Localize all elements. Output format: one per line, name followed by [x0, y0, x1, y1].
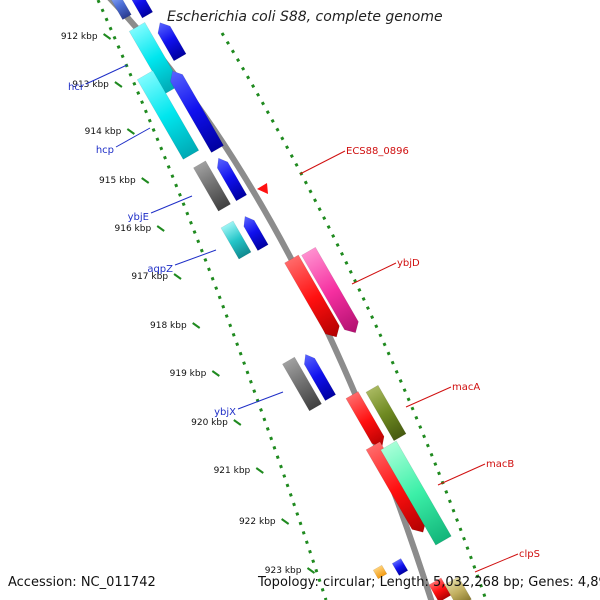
gene-ybjD[interactable]	[301, 246, 363, 336]
gene-label-ecs88-0896[interactable]: ECS88_0896	[346, 146, 409, 157]
leader-line	[405, 386, 452, 408]
kbp-tick	[141, 177, 150, 184]
gene-ECS88_0896[interactable]	[257, 183, 268, 194]
leader-line	[237, 391, 284, 410]
gene-ybjX-blue[interactable]	[300, 351, 337, 401]
kbp-tick-label: 917 kbp	[131, 272, 168, 282]
gene-macA-olive[interactable]	[365, 384, 407, 442]
leader-line	[150, 195, 193, 214]
kbp-tick-label: 922 kbp	[239, 517, 276, 527]
kbp-tick	[173, 273, 182, 280]
gene-ybjX[interactable]	[282, 356, 322, 412]
leader-line	[174, 249, 217, 266]
gene-ybjD-red[interactable]	[284, 254, 344, 341]
gene-label-maca[interactable]: macA	[452, 382, 480, 393]
gene-label-ybje[interactable]: ybjE	[128, 212, 149, 223]
kbp-tick	[192, 322, 201, 329]
gene-label-clps[interactable]: clpS	[519, 549, 540, 560]
leader-line	[474, 553, 519, 573]
inner-dotted-track	[96, 0, 328, 600]
kbp-tick-label: 914 kbp	[85, 127, 122, 137]
gene-aqpZ[interactable]	[220, 220, 252, 260]
gene-label-hcp[interactable]: hcp	[96, 145, 114, 156]
leader-line	[299, 150, 346, 175]
accession-text: Accession: NC_011742	[8, 575, 156, 590]
gene-hcp-blue[interactable]	[166, 68, 224, 153]
label-leader-lines	[85, 64, 519, 573]
gene-ybjE[interactable]	[193, 160, 231, 212]
gene-ybjE-blue[interactable]	[213, 155, 248, 202]
genome-summary-text: Topology: circular; Length: 5,032,268 bp…	[258, 575, 600, 590]
kbp-tick	[211, 370, 220, 377]
leader-line	[351, 262, 397, 285]
gene-features	[108, 0, 472, 600]
gene-label-aqpz[interactable]: aqpZ	[147, 264, 173, 275]
kbp-tick-label: 923 kbp	[265, 566, 302, 576]
gene-label-macb[interactable]: macB	[486, 459, 514, 470]
gene-labels: hcr hcp ybjE aqpZ ybjX ECS88_0896 ybjD macA macB…	[68, 82, 540, 560]
gene-aqpZ-blue[interactable]	[240, 213, 269, 251]
leader-line	[115, 127, 151, 148]
genome-title: Escherichia coli S88, complete genome	[167, 9, 443, 25]
gene-label-ybjx[interactable]: ybjX	[214, 407, 236, 418]
kbp-tick	[156, 225, 165, 232]
kbp-tick	[233, 419, 242, 426]
kbp-tick	[255, 467, 264, 474]
gc-content-tracks	[96, 0, 488, 600]
gene-small-orange[interactable]	[372, 564, 388, 580]
kbp-tick-marks: 912 kbp 913 kbp 914 kbp 915 kbp 916 kbp 917 k…	[61, 32, 316, 576]
kbp-tick-label: 921 kbp	[214, 466, 251, 476]
kbp-tick	[306, 567, 316, 574]
kbp-tick-label: 913 kbp	[72, 80, 109, 90]
gene-hcr-top[interactable]	[108, 0, 132, 20]
kbp-tick	[114, 81, 123, 88]
leader-line	[85, 64, 128, 85]
gene-small-blue[interactable]	[391, 558, 409, 576]
gene-hcp[interactable]	[136, 70, 200, 160]
gene-macB-mint[interactable]	[380, 440, 452, 546]
kbp-tick-label: 918 kbp	[150, 321, 187, 331]
kbp-tick-label: 916 kbp	[115, 224, 152, 234]
outer-dotted-track	[220, 32, 488, 600]
kbp-tick	[281, 518, 290, 525]
leader-line	[437, 463, 486, 486]
gene-hcr-blue[interactable]	[154, 19, 187, 62]
gene-label-hcr[interactable]: hcr	[68, 82, 85, 93]
kbp-tick-label: 912 kbp	[61, 32, 98, 42]
kbp-tick-label: 915 kbp	[99, 176, 136, 186]
kbp-tick-label: 920 kbp	[191, 418, 228, 428]
gene-blue-top[interactable]	[127, 0, 154, 19]
kbp-tick	[126, 128, 135, 135]
gene-label-ybjd[interactable]: ybjD	[397, 258, 420, 269]
kbp-tick-label: 919 kbp	[170, 369, 207, 379]
kbp-tick	[103, 33, 112, 40]
